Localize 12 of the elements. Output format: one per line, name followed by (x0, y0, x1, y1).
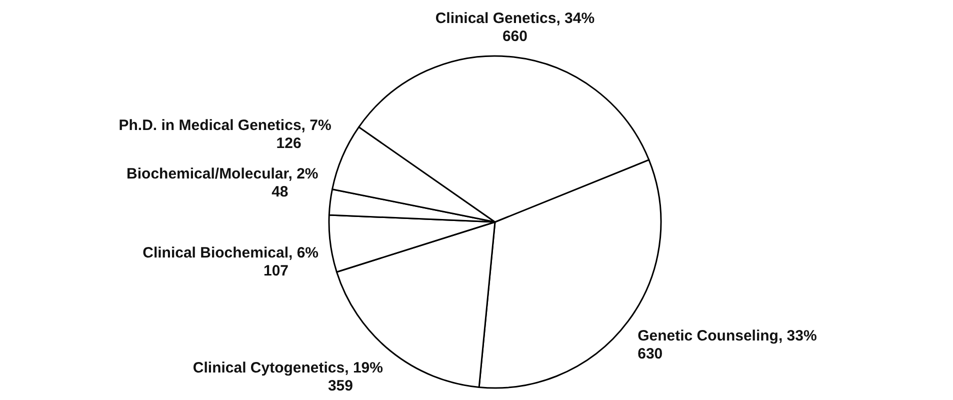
slice-label: Clinical Cytogenetics, 19% (192, 359, 383, 376)
slice-label: Ph.D. in Medical Genetics, 7% (118, 117, 332, 134)
data-label: 359 (328, 377, 353, 394)
data-label: 48 (272, 184, 288, 201)
slice-label: Clinical Genetics, 34% (435, 10, 595, 28)
slice-label: Biochemical/Molecular, 2% (126, 166, 318, 183)
data-label: 126 (276, 135, 302, 152)
data-label: 660 (502, 28, 528, 46)
slice-label: Genetic Counseling, 33% (638, 328, 817, 345)
data-label: 630 (638, 346, 663, 363)
slice-label: Clinical Biochemical, 6% (142, 244, 319, 262)
data-label: 107 (264, 262, 289, 280)
